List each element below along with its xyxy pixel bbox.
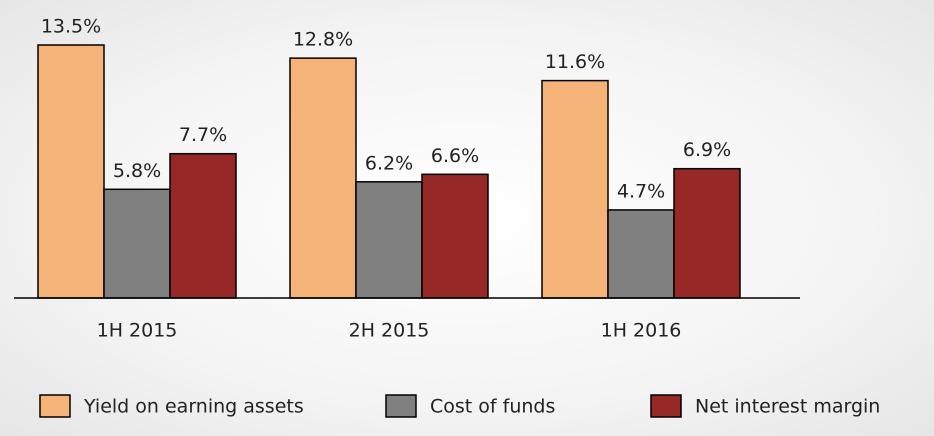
bar: [169, 152, 237, 299]
bar: [355, 181, 423, 299]
legend-label: Yield on earning assets: [83, 396, 304, 418]
legend-swatch: [650, 394, 682, 418]
legend-swatch: [385, 394, 417, 418]
bar: [37, 44, 105, 299]
bar: [607, 209, 675, 299]
bar: [421, 173, 489, 299]
x-tick-label: 1H 2016: [601, 320, 682, 342]
data-label: 12.8%: [293, 29, 353, 51]
data-label: 4.7%: [617, 180, 665, 202]
data-label: 6.6%: [431, 145, 479, 167]
bar: [289, 57, 357, 299]
legend-label: Cost of funds: [430, 396, 555, 418]
data-label: 5.8%: [113, 160, 161, 182]
data-label: 11.6%: [545, 51, 605, 73]
x-tick-label: 1H 2015: [97, 320, 178, 342]
bar: [103, 188, 171, 299]
legend-swatch: [39, 394, 71, 418]
data-label: 13.5%: [41, 16, 101, 38]
data-label: 6.2%: [365, 152, 413, 174]
data-label: 7.7%: [179, 124, 227, 146]
bar: [673, 167, 741, 299]
x-tick-label: 2H 2015: [349, 320, 430, 342]
bar: [541, 79, 609, 299]
data-label: 6.9%: [683, 139, 731, 161]
legend-label: Net interest margin: [695, 396, 880, 418]
